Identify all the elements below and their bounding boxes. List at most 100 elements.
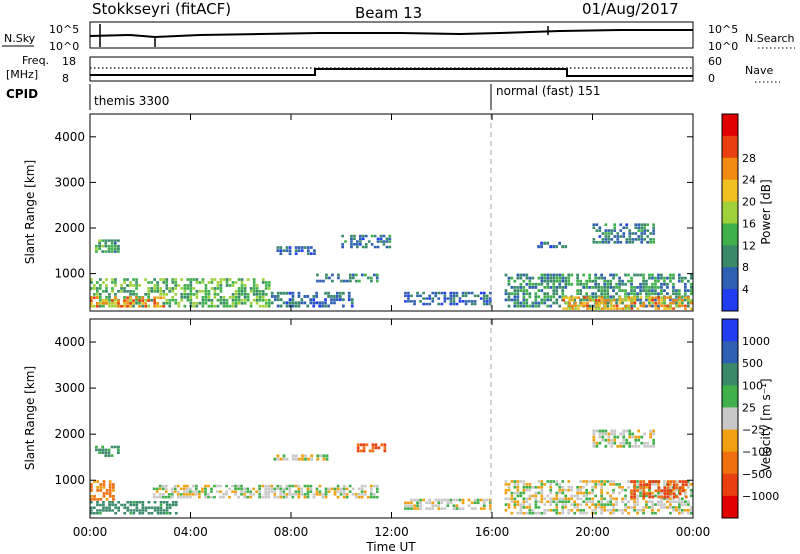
echo-cell <box>110 247 114 251</box>
echo-cell <box>443 498 447 502</box>
echo-cell <box>383 446 387 450</box>
freq-label: Freq. <box>22 54 49 67</box>
echo-cell <box>600 486 603 489</box>
echo-cell <box>261 278 265 281</box>
echo-cell <box>534 497 538 501</box>
echo-cell <box>603 483 606 486</box>
echo-cell <box>105 492 109 495</box>
echo-cell <box>132 509 136 512</box>
echo-cell <box>634 438 638 442</box>
echo-cell <box>591 500 594 503</box>
freq-tick-bottom: 8 <box>62 72 69 85</box>
echo-cell <box>101 448 105 452</box>
echo-cell <box>516 500 520 503</box>
echo-cell <box>110 250 114 253</box>
echo-cell <box>583 296 586 299</box>
echo-cell <box>504 480 508 483</box>
echo-cell <box>645 282 648 286</box>
echo-cell <box>303 301 307 305</box>
echo-cell <box>612 511 615 515</box>
echo-cell <box>591 292 594 296</box>
echo-cell <box>449 498 453 502</box>
echo-cell <box>600 273 603 277</box>
echo-cell <box>618 491 621 495</box>
echo-cell <box>612 503 615 506</box>
echo-cell <box>210 301 214 305</box>
echo-cell <box>516 486 520 489</box>
date-title: 01/Aug/2017 <box>582 0 679 18</box>
echo-cell <box>546 276 550 280</box>
echo-cell <box>558 241 561 245</box>
echo-cell <box>651 296 655 299</box>
echo-cell <box>90 498 93 501</box>
echo-cell <box>684 495 688 499</box>
echo-cell <box>147 287 150 290</box>
echo-cell <box>309 484 313 488</box>
echo-cell <box>687 500 690 503</box>
echo-cell <box>216 484 219 488</box>
echo-cell <box>365 443 369 447</box>
echo-cell <box>93 506 96 509</box>
echo-cell <box>306 484 310 488</box>
echo-cell <box>482 297 486 300</box>
echo-cell <box>630 489 633 493</box>
echo-cell <box>225 278 229 281</box>
echo-cell <box>639 509 642 512</box>
echo-cell <box>597 289 600 292</box>
echo-cell <box>294 301 298 305</box>
echo-cell <box>516 276 520 280</box>
echo-cell <box>413 504 416 507</box>
echo-cell <box>270 295 274 298</box>
echo-cell <box>273 295 277 298</box>
echo-cell <box>102 492 106 495</box>
echo-cell <box>625 226 629 229</box>
echo-cell <box>210 287 214 290</box>
echo-cell <box>99 287 102 290</box>
echo-cell <box>615 298 618 302</box>
echo-cell <box>316 457 320 461</box>
echo-cell <box>660 292 663 296</box>
echo-cell <box>678 500 681 503</box>
echo-cell <box>678 299 681 302</box>
echo-cell <box>621 289 624 292</box>
echo-cell <box>549 486 553 489</box>
echo-cell <box>651 286 654 289</box>
echo-cell <box>165 509 169 512</box>
echo-cell <box>240 490 243 493</box>
echo-cell <box>270 301 274 305</box>
echo-cell <box>249 490 252 493</box>
echo-cell <box>111 509 114 512</box>
echo-cell <box>270 291 274 295</box>
echo-cell <box>159 305 162 308</box>
echo-cell <box>111 501 114 504</box>
echo-cell <box>416 498 419 502</box>
echo-cell <box>630 304 633 308</box>
echo-cell <box>356 245 359 249</box>
echo-cell <box>627 511 630 515</box>
echo-cell <box>150 298 153 302</box>
echo-cell <box>669 486 672 489</box>
echo-cell <box>368 449 372 453</box>
echo-cell <box>591 286 594 289</box>
echo-cell <box>636 509 639 512</box>
echo-cell <box>213 304 217 308</box>
echo-cell <box>422 498 425 502</box>
echo-cell <box>549 491 553 495</box>
echo-cell <box>643 223 646 226</box>
echo-cell <box>285 457 289 461</box>
echo-cell <box>598 299 601 302</box>
echo-cell <box>135 503 139 507</box>
echo-cell <box>455 302 459 306</box>
echo-cell <box>358 279 361 283</box>
echo-cell <box>93 498 96 501</box>
echo-cell <box>349 276 352 280</box>
echo-cell <box>639 292 642 296</box>
echo-cell <box>613 438 617 442</box>
echo-cell <box>571 307 574 310</box>
echo-cell <box>582 480 585 483</box>
echo-cell <box>282 249 286 252</box>
echo-cell <box>675 500 678 503</box>
echo-cell <box>604 444 608 448</box>
echo-cell <box>639 301 642 305</box>
colorbar-swatch <box>722 223 738 246</box>
